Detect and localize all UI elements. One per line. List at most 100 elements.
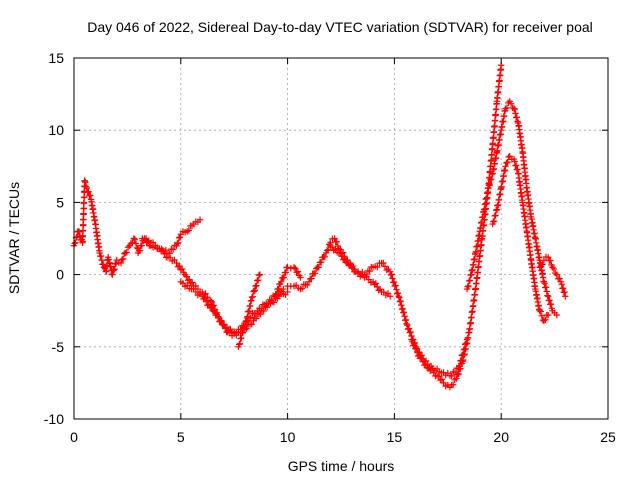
- data-point: [235, 341, 243, 348]
- data-point: [190, 285, 197, 292]
- data-point: [558, 281, 565, 288]
- data-point: [544, 292, 551, 299]
- data-point: [98, 256, 105, 264]
- data-point: [192, 288, 199, 296]
- data-point: [438, 376, 446, 383]
- data-point: [393, 286, 400, 293]
- data-point: [485, 182, 493, 189]
- data-point: [544, 254, 552, 261]
- data-point: [488, 176, 495, 183]
- data-point: [284, 264, 291, 271]
- data-point: [324, 246, 332, 253]
- data-point: [397, 297, 404, 305]
- data-point: [559, 284, 567, 292]
- data-point: [297, 274, 304, 281]
- data-point: [81, 177, 88, 184]
- data-point: [366, 267, 373, 275]
- data-point: [248, 294, 256, 301]
- data-point: [251, 287, 259, 294]
- data-point: [177, 266, 184, 273]
- data-point: [511, 158, 518, 165]
- data-point: [349, 265, 356, 272]
- data-point: [539, 261, 546, 268]
- data-point: [412, 345, 419, 353]
- data-point: [413, 348, 421, 356]
- data-point: [136, 247, 144, 254]
- data-point: [409, 338, 416, 345]
- data-point: [374, 263, 381, 271]
- x-tick-label: 25: [600, 429, 616, 445]
- data-point: [465, 282, 472, 290]
- data-point: [440, 379, 447, 387]
- data-point: [547, 300, 555, 308]
- data-point: [166, 254, 174, 262]
- data-point: [173, 259, 180, 267]
- y-axis-label: SDTVAR / TECUs: [6, 182, 22, 294]
- data-point: [386, 293, 394, 300]
- data-point: [381, 263, 389, 270]
- data-point: [252, 310, 260, 318]
- data-point: [465, 277, 473, 285]
- data-point: [536, 307, 543, 314]
- data-point: [169, 246, 177, 253]
- data-point: [171, 256, 178, 264]
- plot-frame: [73, 57, 609, 420]
- data-point: [547, 257, 554, 264]
- data-point: [405, 325, 413, 332]
- data-point: [540, 278, 548, 286]
- data-point: [110, 266, 118, 273]
- data-point: [109, 267, 117, 274]
- data-point: [541, 280, 548, 287]
- data-point: [331, 235, 338, 242]
- data-point: [513, 114, 521, 121]
- data-point: [311, 270, 319, 277]
- data-point: [492, 212, 499, 219]
- data-point: [185, 227, 193, 234]
- x-tick-label: 5: [177, 429, 185, 445]
- data-point: [448, 372, 455, 380]
- data-point: [254, 276, 262, 284]
- data-point: [253, 282, 260, 289]
- data-point: [268, 296, 275, 304]
- data-point: [347, 261, 355, 268]
- data-point: [277, 278, 285, 286]
- data-point: [111, 265, 118, 273]
- data-point: [503, 104, 511, 112]
- data-point: [332, 245, 339, 253]
- data-point: [323, 247, 331, 254]
- data-point: [236, 340, 244, 347]
- data-point: [491, 212, 498, 220]
- data-point: [514, 118, 521, 125]
- x-tick-label: 10: [280, 429, 296, 445]
- x-tick-label: 20: [493, 429, 509, 445]
- data-point: [457, 365, 464, 372]
- data-point: [553, 311, 560, 319]
- data-point: [562, 293, 569, 300]
- data-points: [70, 62, 569, 391]
- grid: [74, 58, 608, 419]
- data-point: [511, 105, 518, 113]
- data-point: [208, 303, 215, 311]
- data-point: [544, 311, 552, 319]
- data-point: [407, 328, 414, 336]
- data-point: [237, 335, 244, 342]
- data-point: [493, 207, 500, 214]
- data-point: [546, 296, 553, 304]
- data-point: [389, 275, 396, 282]
- data-point: [490, 217, 498, 225]
- data-point: [264, 300, 272, 308]
- data-point: [184, 282, 191, 289]
- data-point: [503, 159, 510, 167]
- data-point: [250, 287, 258, 295]
- data-point: [256, 271, 264, 278]
- data-point: [87, 192, 94, 199]
- data-point: [512, 110, 519, 117]
- x-tick-label: 0: [70, 429, 78, 445]
- y-tick-label: 15: [48, 50, 64, 66]
- data-point: [505, 99, 512, 107]
- data-point: [130, 235, 138, 242]
- data-point: [550, 265, 558, 273]
- data-point: [510, 105, 518, 112]
